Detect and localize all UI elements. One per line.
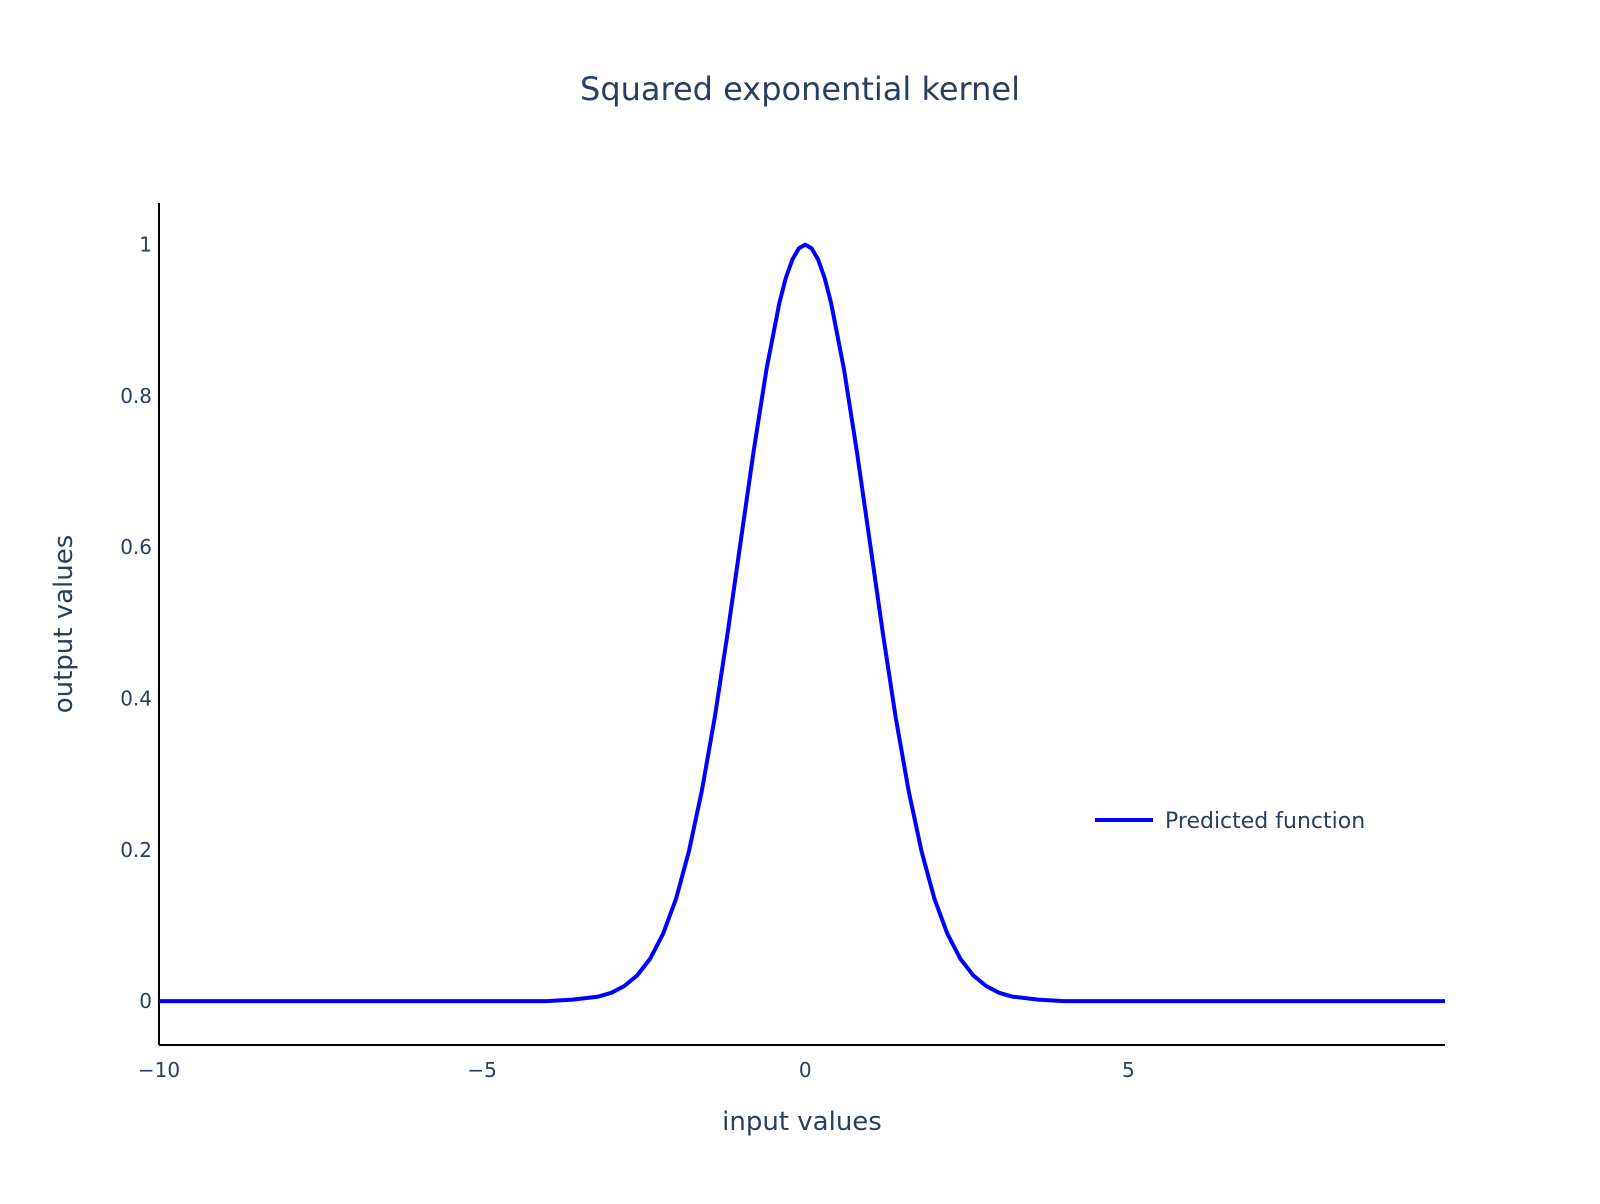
x-axis-title: input values: [722, 1107, 882, 1137]
x-tick-label: 5: [1122, 1058, 1135, 1082]
legend-label-predicted-function[interactable]: Predicted function: [1165, 809, 1365, 834]
chart-title: Squared exponential kernel: [580, 70, 1020, 108]
y-tick-label: 0.6: [120, 535, 152, 559]
x-tick-label: 0: [799, 1058, 812, 1082]
y-tick-label: 0.2: [120, 838, 152, 862]
y-axis-ticks: 0 0.2 0.4 0.6 0.8 1: [120, 233, 152, 1014]
series-line-predicted-function[interactable]: [159, 242, 1445, 1004]
x-tick-label: −5: [467, 1058, 496, 1082]
y-tick-label: 0.4: [120, 687, 152, 711]
plot-area: [158, 203, 1445, 1046]
y-tick-label: 1: [139, 233, 152, 257]
y-tick-label: 0.8: [120, 384, 152, 408]
x-tick-label: −10: [138, 1058, 180, 1082]
legend[interactable]: Predicted function: [1095, 809, 1365, 834]
y-tick-label: 0: [139, 989, 152, 1013]
series-layer: [159, 242, 1445, 1004]
x-axis-ticks: −10 −5 0 5: [138, 1058, 1135, 1082]
y-axis-title: output values: [49, 535, 79, 714]
